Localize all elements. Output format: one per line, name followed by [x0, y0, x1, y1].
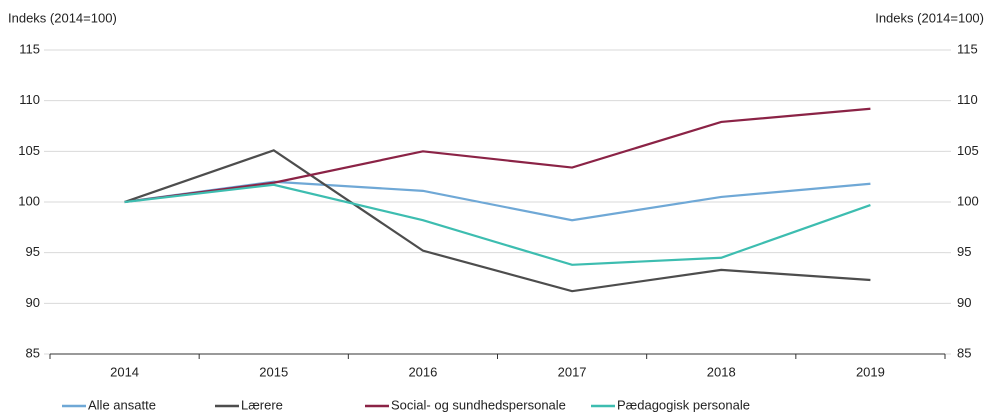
series-line	[124, 183, 871, 266]
y-tick-label: 95	[26, 244, 40, 259]
y-axis-label: Indeks (2014=100)	[8, 10, 117, 25]
x-tick-label: 2015	[259, 364, 288, 379]
y-tick-label: 110	[19, 92, 40, 107]
y-tick-label: 100	[18, 193, 40, 208]
legend-label: Alle ansatte	[88, 397, 156, 412]
y2-tick-label: 85	[957, 345, 971, 360]
y-tick-label: 90	[26, 295, 40, 310]
y2-tick-label: 90	[957, 295, 971, 310]
y2-tick-label: 105	[957, 143, 979, 158]
y-tick-label: 105	[18, 143, 40, 158]
y2-tick-label: 115	[957, 41, 978, 56]
series-line	[124, 149, 871, 293]
legend-label: Pædagogisk personale	[617, 397, 750, 412]
y2-axis-label: Indeks (2014=100)	[875, 10, 984, 25]
y-tick-label: 85	[26, 345, 40, 360]
y2-tick-label: 110	[957, 92, 978, 107]
x-tick-label: 2016	[408, 364, 437, 379]
legend-label: Lærere	[241, 397, 283, 412]
x-tick-label: 2019	[856, 364, 885, 379]
y2-tick-label: 100	[957, 193, 979, 208]
y-tick-label: 115	[19, 41, 40, 56]
legend-label: Social- og sundhedspersonale	[391, 397, 566, 412]
x-tick-label: 2017	[558, 364, 587, 379]
series-line	[124, 107, 871, 204]
x-tick-label: 2018	[707, 364, 736, 379]
x-tick-label: 2014	[110, 364, 139, 379]
y2-tick-label: 95	[957, 244, 971, 259]
